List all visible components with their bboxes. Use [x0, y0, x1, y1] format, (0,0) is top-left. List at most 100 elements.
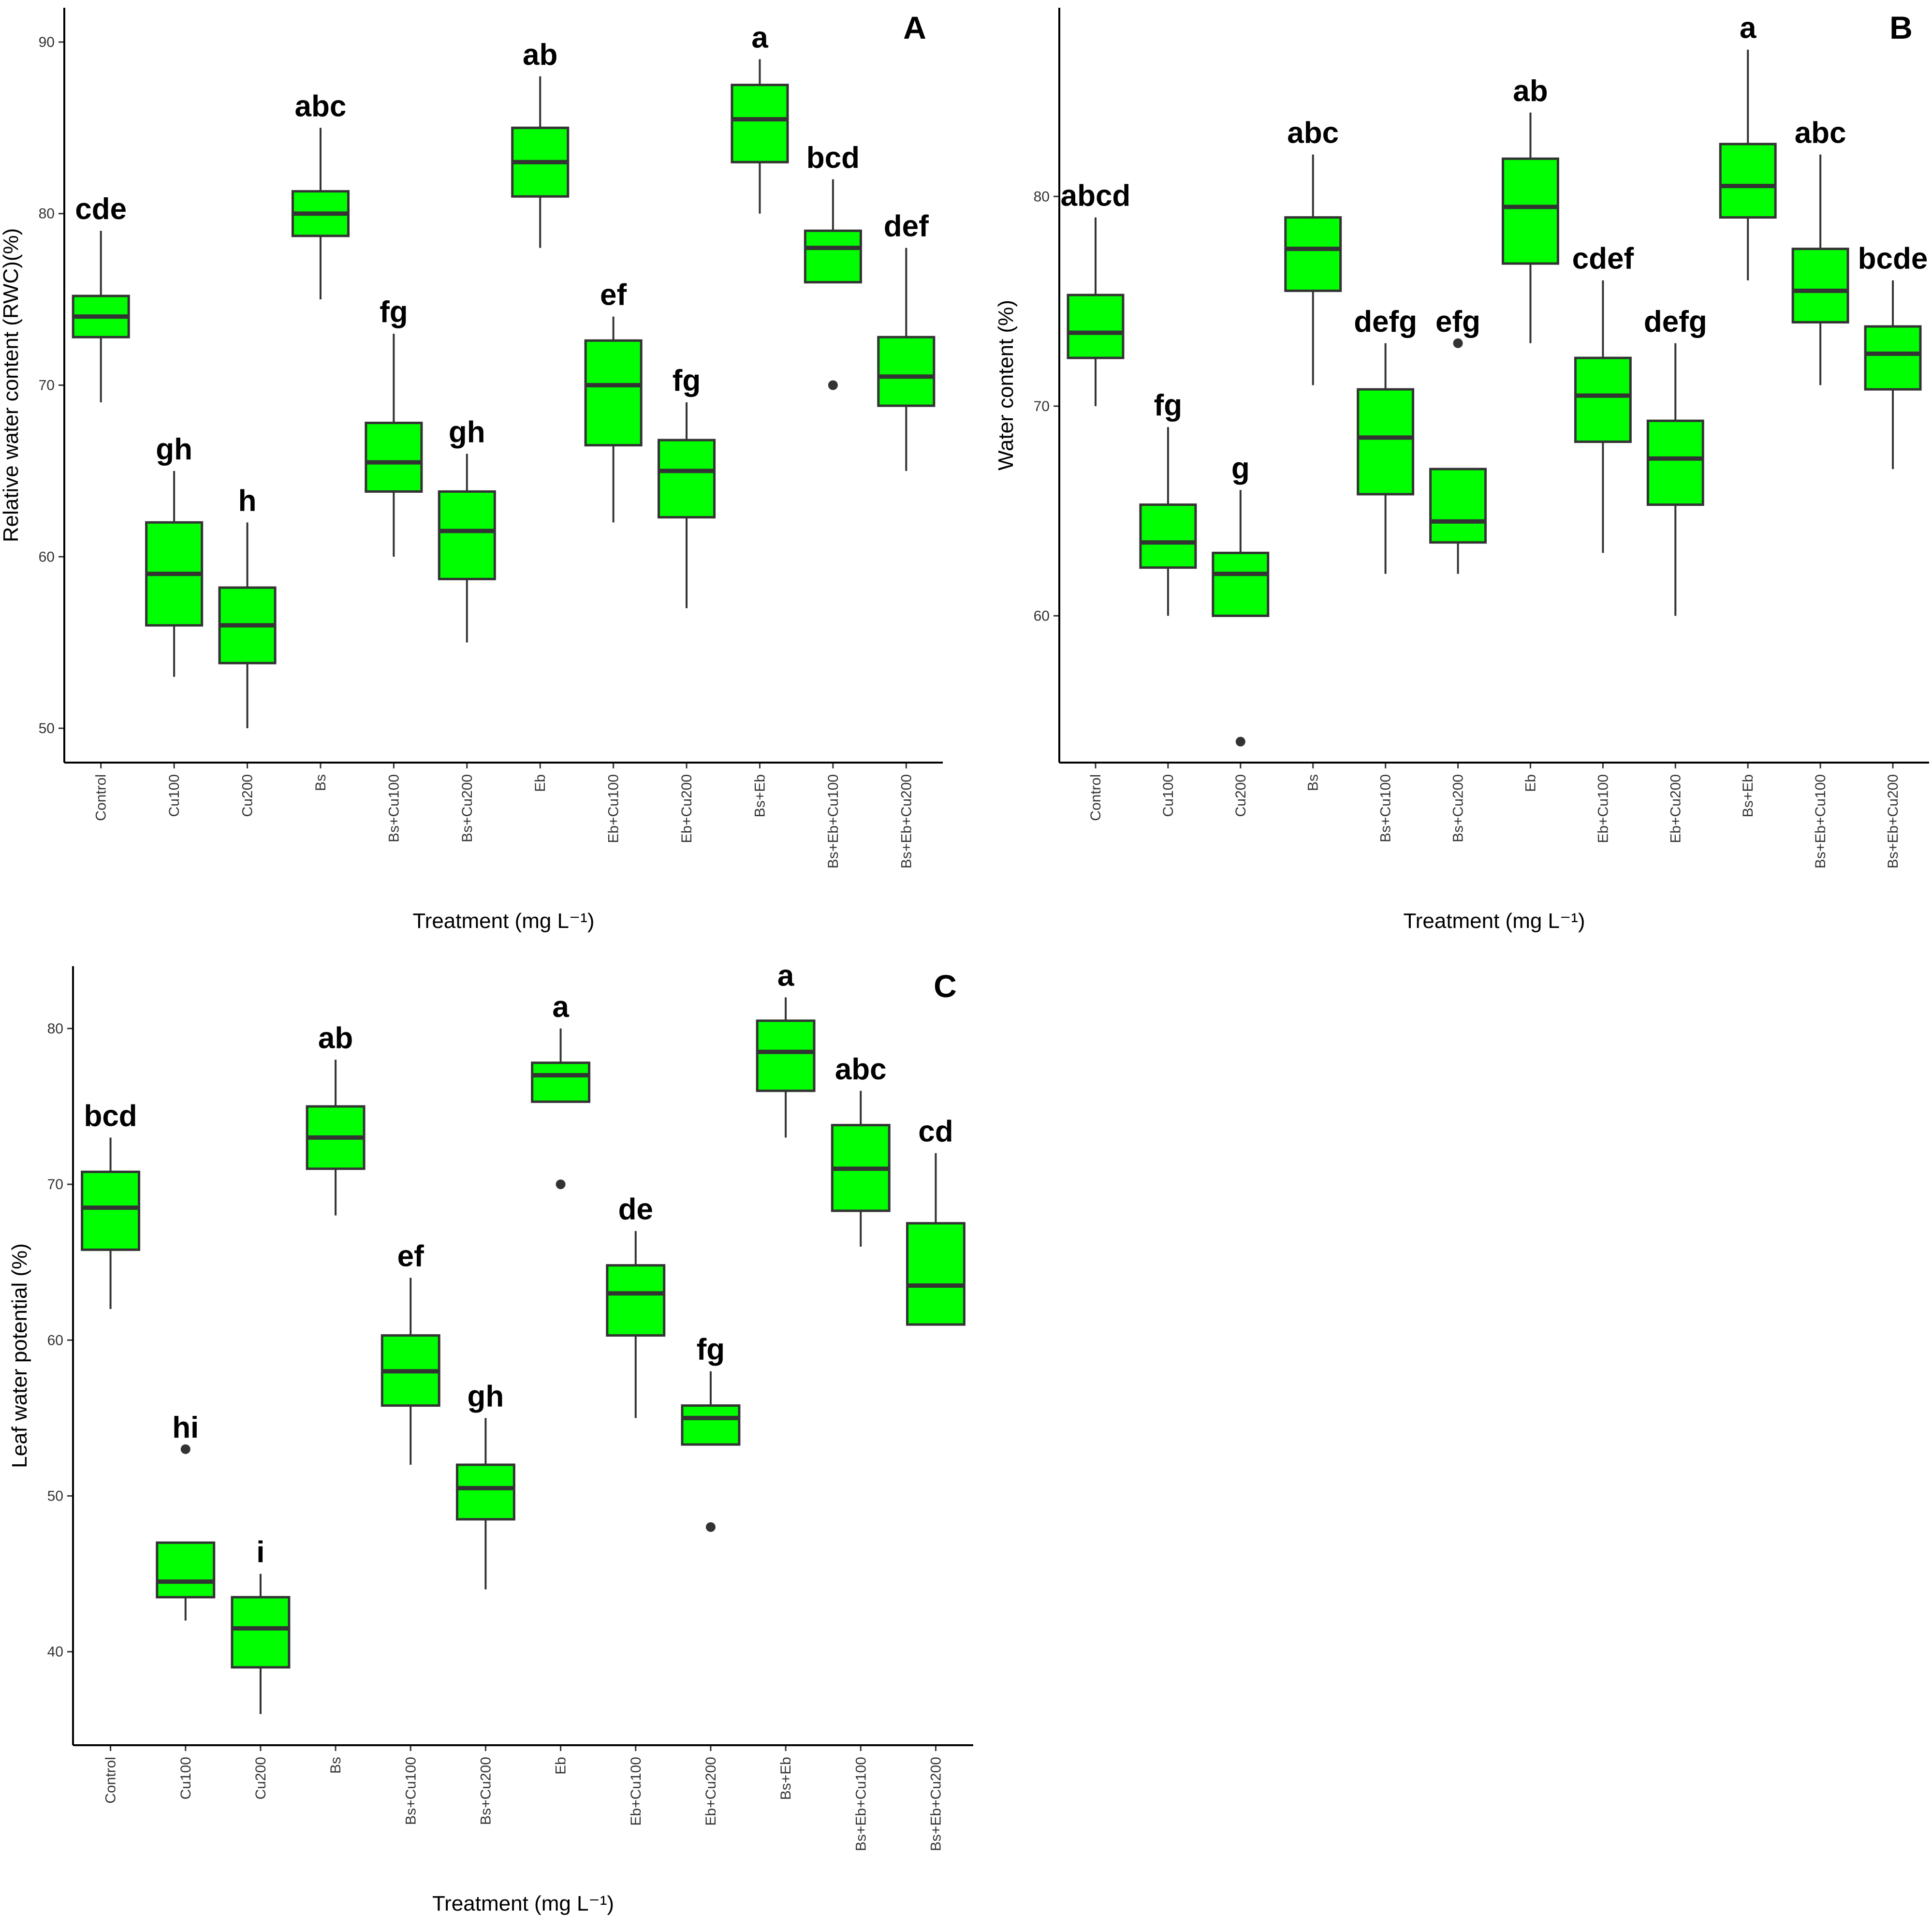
- panel-a-x-tick-label-bs-cu200: Bs+Cu200: [459, 774, 475, 842]
- panel-a-sig-letter-control: cde: [75, 192, 127, 226]
- panel-c-x-tick-label-bs: Bs: [328, 1757, 344, 1774]
- panel-c: 40 50 60 70 80 Control bcd Cu100 hi Cu200 i Bs ab Bs+…: [8, 959, 973, 1915]
- panel-c-sig-letter-bs-eb: a: [777, 959, 794, 992]
- panel-c-y-tick-label: 60: [47, 1332, 63, 1348]
- panel-b-box-bs-cu100: [1357, 388, 1415, 496]
- panel-a-outlier-bs-eb-cu100: [828, 380, 838, 390]
- panel-a-x-tick-label-eb-cu100: Eb+Cu100: [606, 774, 622, 843]
- panel-a-x-tick-label-bs: Bs: [313, 774, 329, 791]
- panel-a-y-tick-label: 80: [39, 206, 55, 222]
- panel-c-x-tick-label-cu100: Cu100: [178, 1757, 194, 1799]
- panel-a-box-bs-eb-cu200: [877, 336, 936, 407]
- panel-c-y-tick-label: 40: [47, 1644, 63, 1660]
- panel-a-x-tick-label-bs-cu100: Bs+Cu100: [386, 774, 402, 842]
- panel-b-box-control: [1067, 294, 1125, 359]
- panel-c-box-eb-cu200: [681, 1404, 741, 1446]
- panel-a-x-tick-label-control: Control: [93, 774, 109, 821]
- panel-b-x-tick-label-bs-cu200: Bs+Cu200: [1450, 774, 1466, 842]
- panel-a-box-bs-cu200: [438, 490, 496, 580]
- panel-b-box-eb: [1501, 157, 1559, 265]
- panel-c-x-tick-label-eb: Eb: [553, 1757, 569, 1775]
- panel-c-sig-letter-cu200: i: [256, 1536, 264, 1569]
- panel-c-box-control: [81, 1170, 141, 1251]
- panel-c-sig-letter-cu100: hi: [172, 1411, 199, 1444]
- panel-b-x-tick-label-bs-eb-cu100: Bs+Eb+Cu100: [1813, 774, 1829, 868]
- panel-c-sig-letter-control: bcd: [84, 1099, 137, 1133]
- panel-b-sig-letter-bs-cu100: defg: [1354, 305, 1417, 339]
- panel-a-sig-letter-bs-cu100: fg: [380, 295, 408, 329]
- panel-c-y-axis-title: Leaf water potential (%): [8, 1243, 31, 1468]
- panel-a-x-tick-label-cu100: Cu100: [166, 774, 182, 817]
- panel-b-y-tick-label: 60: [1034, 608, 1050, 624]
- panel-b-sig-letter-eb-cu100: cdef: [1572, 242, 1634, 276]
- panel-c-outlier-eb-cu200: [705, 1522, 716, 1532]
- panel-a-sig-letter-eb: ab: [523, 38, 557, 72]
- panel-c-x-tick-label-bs-cu200: Bs+Cu200: [478, 1757, 494, 1825]
- panel-b-sig-letter-cu200: g: [1231, 452, 1250, 485]
- panel-b-x-tick-label-bs-eb: Bs+Eb: [1740, 774, 1756, 817]
- panel-c-sig-letter-bs-eb-cu100: abc: [835, 1053, 887, 1086]
- panel-a-box-eb-cu200: [658, 439, 716, 519]
- panel-a: 50 60 70 80 90 Control cde Cu100 gh Cu200 h Bs abc Bs…: [0, 8, 943, 933]
- panel-c-x-tick-label-bs-eb-cu100: Bs+Eb+Cu100: [853, 1757, 869, 1851]
- panel-a-y-tick-label: 90: [39, 34, 55, 50]
- panel-b-sig-letter-cu100: fg: [1154, 389, 1183, 422]
- panel-b: 60 70 80 Control abcd Cu100 fg Cu200 g Bs abc Bs+Cu…: [994, 8, 1929, 933]
- panel-b-x-tick-label-eb-cu100: Eb+Cu100: [1595, 774, 1611, 843]
- panel-c-marks: 40 50 60 70 80 Control bcd Cu100 hi Cu200 i Bs ab Bs+…: [47, 959, 966, 1851]
- panel-a-label: A: [903, 10, 926, 45]
- panel-c-sig-letter-eb-cu100: de: [618, 1193, 653, 1226]
- panel-a-y-axis-title: Relative water content (RWC)(%): [0, 228, 23, 543]
- panel-b-sig-letter-bs-eb: a: [1740, 12, 1756, 45]
- panel-c-sig-letter-bs-eb-cu200: cd: [918, 1115, 953, 1148]
- panel-b-marks: 60 70 80 Control abcd Cu100 fg Cu200 g Bs abc Bs+Cu…: [1034, 12, 1928, 868]
- panel-b-box-bs-eb-cu200: [1864, 325, 1922, 391]
- panel-a-sig-letter-cu100: gh: [156, 433, 192, 466]
- panel-a-x-tick-label-bs-eb-cu100: Bs+Eb+Cu100: [825, 774, 841, 868]
- panel-b-box-eb-cu100: [1574, 356, 1632, 443]
- panel-a-box-bs-cu100: [365, 422, 423, 493]
- panel-c-box-cu100: [156, 1541, 216, 1599]
- panel-a-y-tick-label: 50: [39, 721, 55, 736]
- panel-a-box-eb-cu100: [584, 339, 643, 447]
- panel-c-sig-letter-bs: ab: [318, 1021, 353, 1055]
- panel-c-y-tick-label: 50: [47, 1488, 63, 1504]
- panel-b-y-tick-label: 70: [1034, 398, 1050, 414]
- panel-b-sig-letter-bs: abc: [1287, 117, 1339, 150]
- panel-b-box-cu200: [1212, 551, 1270, 617]
- panel-c-sig-letter-bs-cu100: ef: [397, 1239, 424, 1273]
- panel-b-x-tick-label-eb: Eb: [1522, 774, 1538, 792]
- panel-c-x-tick-label-bs-eb: Bs+Eb: [778, 1757, 794, 1800]
- panel-b-sig-letter-eb: ab: [1513, 74, 1548, 108]
- panel-a-x-axis-title: Treatment (mg L⁻¹): [412, 909, 594, 933]
- panel-c-box-eb-cu100: [606, 1264, 666, 1337]
- panel-a-sig-letter-eb-cu100: ef: [600, 279, 627, 312]
- panel-c-x-tick-label-control: Control: [103, 1757, 119, 1804]
- panel-a-x-tick-label-bs-eb-cu200: Bs+Eb+Cu200: [898, 774, 914, 868]
- panel-b-box-cu100: [1139, 503, 1197, 569]
- panel-a-sig-letter-bs-eb-cu100: bcd: [806, 141, 860, 175]
- panel-a-x-tick-label-bs-eb: Bs+Eb: [752, 774, 768, 817]
- panel-b-x-tick-label-control: Control: [1088, 774, 1104, 821]
- panel-c-outlier-eb: [556, 1179, 566, 1190]
- panel-c-box-bs-eb: [756, 1019, 816, 1092]
- panel-c-box-eb: [531, 1061, 591, 1103]
- panel-c-sig-letter-eb: a: [552, 990, 569, 1024]
- panel-b-x-tick-label-eb-cu200: Eb+Cu200: [1668, 774, 1683, 843]
- panel-a-x-tick-label-cu200: Cu200: [240, 774, 256, 817]
- panel-b-x-tick-label-cu100: Cu100: [1160, 774, 1176, 817]
- panel-c-box-bs-eb-cu200: [906, 1222, 966, 1326]
- panel-c-x-tick-label-eb-cu100: Eb+Cu100: [628, 1757, 644, 1826]
- panel-c-sig-letter-bs-cu200: gh: [468, 1380, 504, 1413]
- panel-c-y-tick-label: 70: [47, 1177, 63, 1192]
- panel-b-x-tick-label-bs-eb-cu200: Bs+Eb+Cu200: [1885, 774, 1901, 868]
- panel-c-x-tick-label-cu200: Cu200: [253, 1757, 269, 1799]
- panel-b-box-bs-cu200: [1429, 468, 1487, 544]
- panel-b-x-tick-label-cu200: Cu200: [1233, 774, 1249, 817]
- panel-c-box-bs-cu200: [455, 1463, 515, 1521]
- panel-c-x-tick-label-bs-eb-cu200: Bs+Eb+Cu200: [928, 1757, 944, 1851]
- panel-b-box-bs-eb-cu100: [1791, 248, 1849, 324]
- panel-b-y-tick-label: 80: [1034, 189, 1050, 205]
